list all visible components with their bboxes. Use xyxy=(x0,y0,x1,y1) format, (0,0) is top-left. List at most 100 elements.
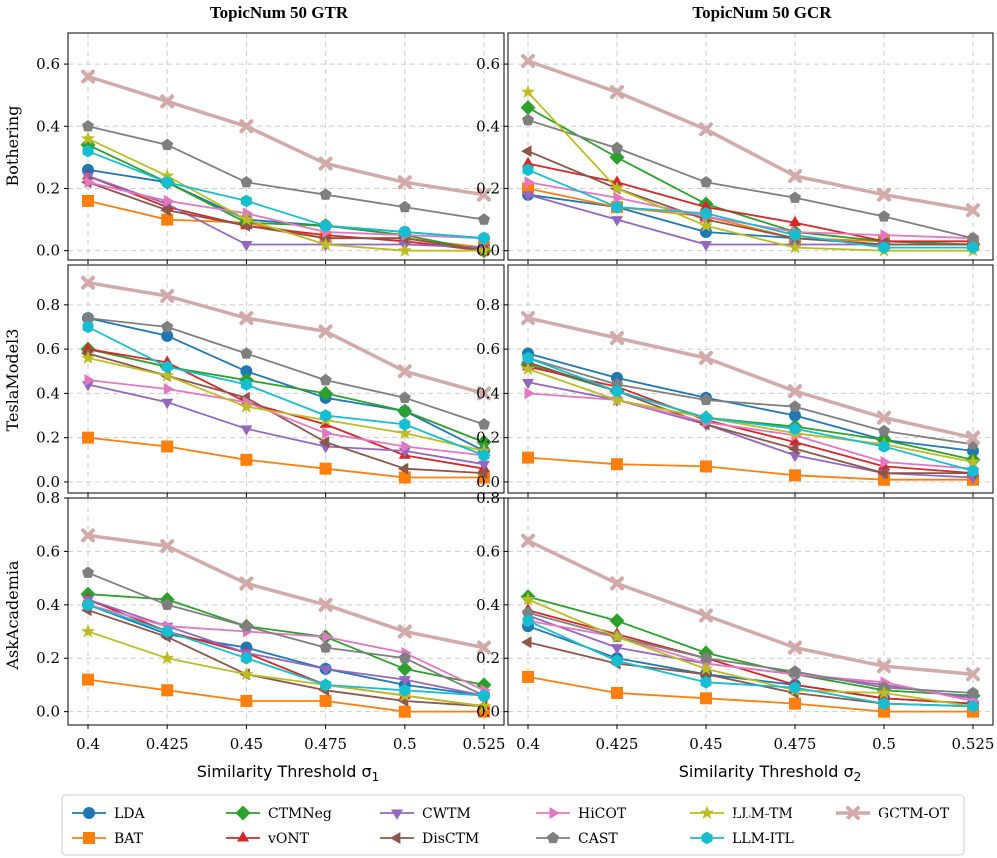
series-line-gctm-ot xyxy=(527,316,974,440)
series-cast xyxy=(522,113,979,244)
data-point-llm-itl xyxy=(522,351,534,365)
data-point-gctm-ot xyxy=(966,430,980,445)
data-point-llm-tm xyxy=(397,425,412,440)
legend-entry-hicot: HiCOT xyxy=(536,806,627,822)
series-line-llm-tm xyxy=(87,357,485,452)
data-point-gctm-ot xyxy=(477,187,491,202)
series-line-gctm-ot xyxy=(87,533,485,650)
series-line-vont xyxy=(527,162,973,243)
data-point-bat xyxy=(240,453,253,466)
data-point-llm-itl xyxy=(82,144,94,158)
series-line-cwtm xyxy=(87,598,485,697)
data-point-gctm-ot xyxy=(318,597,333,612)
data-point-hicot xyxy=(613,191,624,204)
data-point-llm-tm xyxy=(318,237,333,251)
data-point-gctm-ot xyxy=(160,94,175,109)
y-tick-label: 0.2 xyxy=(36,649,60,667)
series-llm-tm xyxy=(520,84,981,257)
legend-marker xyxy=(390,832,401,844)
data-point-gctm-ot xyxy=(521,53,535,68)
data-point-gctm-ot xyxy=(521,533,535,548)
data-point-bat xyxy=(319,694,332,707)
data-point-llm-tm xyxy=(876,685,892,699)
data-point-cast xyxy=(967,686,979,698)
data-point-gctm-ot xyxy=(610,85,624,100)
series-line-hicot xyxy=(527,619,974,702)
data-point-cwtm xyxy=(789,451,801,463)
data-point-llm-itl xyxy=(967,241,979,254)
row-label-bothering: Bothering xyxy=(3,106,22,187)
x-tick-label: 0.425 xyxy=(596,735,639,753)
x-axis-label-right: Similarity Threshold σ2 xyxy=(679,762,861,784)
series-line-gctm-ot xyxy=(527,59,974,212)
series-line-llm-tm xyxy=(527,598,974,708)
data-point-llm-itl xyxy=(161,625,173,638)
x-tick-label: 0.5 xyxy=(872,735,896,753)
data-point-llm-tm xyxy=(698,218,714,232)
series-bat xyxy=(82,431,490,484)
series-line-ctmneg xyxy=(527,363,974,461)
panel-frame xyxy=(67,497,505,726)
data-point-bat xyxy=(319,462,332,475)
data-point-bat xyxy=(789,469,801,482)
legend-entry-gctm-ot: GCTM-OT xyxy=(836,806,950,822)
data-point-cast xyxy=(240,176,253,188)
data-point-llm-itl xyxy=(878,241,890,254)
data-point-llm-tm xyxy=(239,666,254,681)
data-point-llm-itl xyxy=(399,684,411,697)
legend-label: HiCOT xyxy=(578,806,627,822)
data-point-llm-itl xyxy=(240,651,252,665)
data-point-llm-itl xyxy=(478,231,490,245)
series-line-lda xyxy=(527,352,974,452)
series-line-llm-tm xyxy=(87,137,484,252)
x-tick-label: 0.525 xyxy=(952,735,995,753)
data-point-ctmneg xyxy=(397,661,413,677)
panel-row1-col1: 0.0 0.2 0.4 0.6 xyxy=(36,32,505,264)
column-titles: TopicNum 50 GTR TopicNum 50 GCR xyxy=(210,3,832,22)
panel-frame xyxy=(507,497,994,726)
data-point-gctm-ot xyxy=(81,69,95,84)
data-point-cast xyxy=(161,598,174,610)
y-tick-label: 0.4 xyxy=(36,596,60,614)
x-axis-label-left: Similarity Threshold σ1 xyxy=(197,762,379,784)
data-point-gctm-ot xyxy=(699,122,713,137)
data-point-gctm-ot xyxy=(877,187,891,202)
data-point-cast xyxy=(967,231,979,244)
data-point-bat xyxy=(398,705,411,718)
y-tick-label: 0.0 xyxy=(476,703,500,721)
series-line-lda xyxy=(87,317,485,452)
data-point-llm-itl xyxy=(82,320,94,334)
series-line-cwtm xyxy=(87,383,485,466)
data-point-cwtm xyxy=(82,172,94,183)
data-point-hicot xyxy=(84,374,95,387)
data-point-llm-tm xyxy=(239,399,254,413)
legend-label: LLM-ITL xyxy=(732,831,794,847)
data-point-hicot xyxy=(163,383,175,395)
legend-marker xyxy=(83,807,95,819)
data-point-hicot xyxy=(163,194,175,207)
data-point-bat xyxy=(611,686,623,699)
legend-marker xyxy=(846,806,860,820)
series-line-llm-itl xyxy=(87,326,485,457)
data-point-gctm-ot xyxy=(788,169,802,184)
data-point-cwtm xyxy=(700,241,712,252)
series-gctm-ot xyxy=(81,275,491,401)
data-point-gctm-ot xyxy=(877,659,891,674)
data-point-ctmneg xyxy=(397,403,413,419)
series-gctm-ot xyxy=(81,528,491,655)
data-point-llm-itl xyxy=(700,411,712,424)
series-line-llm-itl xyxy=(87,603,485,697)
legend-marker xyxy=(547,831,559,844)
x-tick-label: 0.4 xyxy=(516,735,540,753)
series-llm-itl xyxy=(82,598,490,702)
data-point-gctm-ot xyxy=(160,288,175,303)
data-point-bat xyxy=(700,460,712,473)
series-hicot xyxy=(524,614,980,707)
series-gctm-ot xyxy=(521,53,980,218)
data-point-bat xyxy=(522,670,534,683)
data-point-gctm-ot xyxy=(477,386,491,401)
data-point-disctm xyxy=(521,636,532,649)
series-line-disctm xyxy=(87,609,485,708)
panel-frame xyxy=(67,264,505,494)
